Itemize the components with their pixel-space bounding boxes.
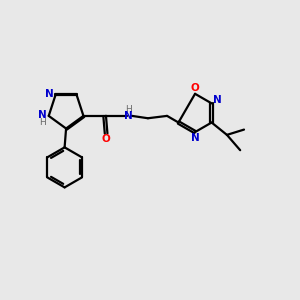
Text: O: O: [102, 134, 110, 144]
Text: H: H: [125, 105, 132, 114]
Text: N: N: [191, 133, 200, 143]
Text: H: H: [39, 118, 46, 127]
Text: N: N: [38, 110, 46, 120]
Text: N: N: [45, 89, 54, 99]
Text: N: N: [212, 95, 221, 105]
Text: N: N: [124, 111, 133, 121]
Text: O: O: [191, 83, 200, 93]
